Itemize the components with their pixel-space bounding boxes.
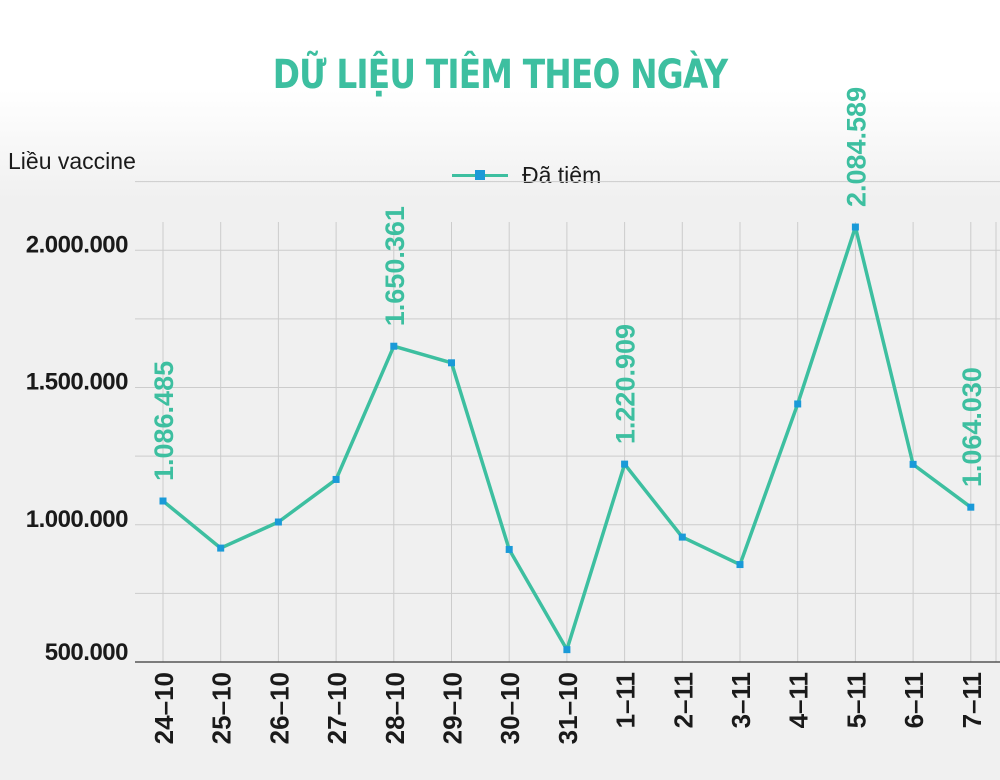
x-tick-label: 31–10 (553, 672, 583, 744)
data-point (678, 533, 686, 541)
data-label: 2.084.589 (841, 87, 871, 207)
data-point (736, 561, 744, 569)
data-point (794, 400, 802, 408)
data-point (621, 460, 629, 468)
y-tick-label: 1.500.000 (26, 369, 128, 396)
data-label: 1.650.361 (380, 206, 410, 326)
data-point (448, 359, 455, 367)
y-tick-label: 500.000 (45, 639, 128, 666)
x-tick-label: 30–10 (495, 672, 525, 744)
x-tick-label: 5–11 (841, 672, 871, 728)
legend-marker (475, 169, 485, 180)
data-point (505, 545, 513, 553)
x-tick-label: 1–11 (611, 672, 641, 728)
x-tick-label: 3–11 (726, 672, 756, 728)
data-point (563, 646, 571, 654)
chart-title: DỮ LIỆU TIÊM THEO NGÀY (272, 52, 728, 98)
legend: Đã tiêm (452, 162, 601, 188)
data-point (851, 223, 859, 231)
legend-label: Đã tiêm (522, 161, 602, 188)
data-point (909, 460, 917, 468)
x-tick-label: 25–10 (207, 672, 237, 744)
data-label: 1.064.030 (957, 367, 987, 487)
x-tick-label: 6–11 (899, 672, 929, 728)
data-point (332, 475, 340, 483)
x-tick-label: 7–11 (957, 672, 987, 728)
data-point (390, 342, 398, 350)
data-point (967, 503, 975, 511)
x-tick-label: 29–10 (438, 672, 468, 744)
y-tick-label: 1.000.000 (26, 506, 128, 533)
x-tick-label: 27–10 (322, 672, 352, 744)
x-tick-label: 24–10 (149, 672, 179, 744)
data-point (217, 544, 225, 552)
y-tick-label: 2.000.000 (26, 231, 128, 258)
legend-line (452, 169, 508, 180)
x-tick-label: 28–10 (380, 672, 410, 744)
y-axis-label: Liều vaccine (8, 148, 136, 174)
x-tick-label: 4–11 (784, 672, 814, 728)
data-label: 1.220.909 (611, 324, 641, 444)
x-tick-label: 2–11 (668, 672, 698, 728)
data-point (159, 497, 167, 505)
data-point (274, 518, 282, 526)
data-label: 1.086.485 (149, 361, 179, 481)
x-tick-label: 26–10 (264, 672, 294, 744)
